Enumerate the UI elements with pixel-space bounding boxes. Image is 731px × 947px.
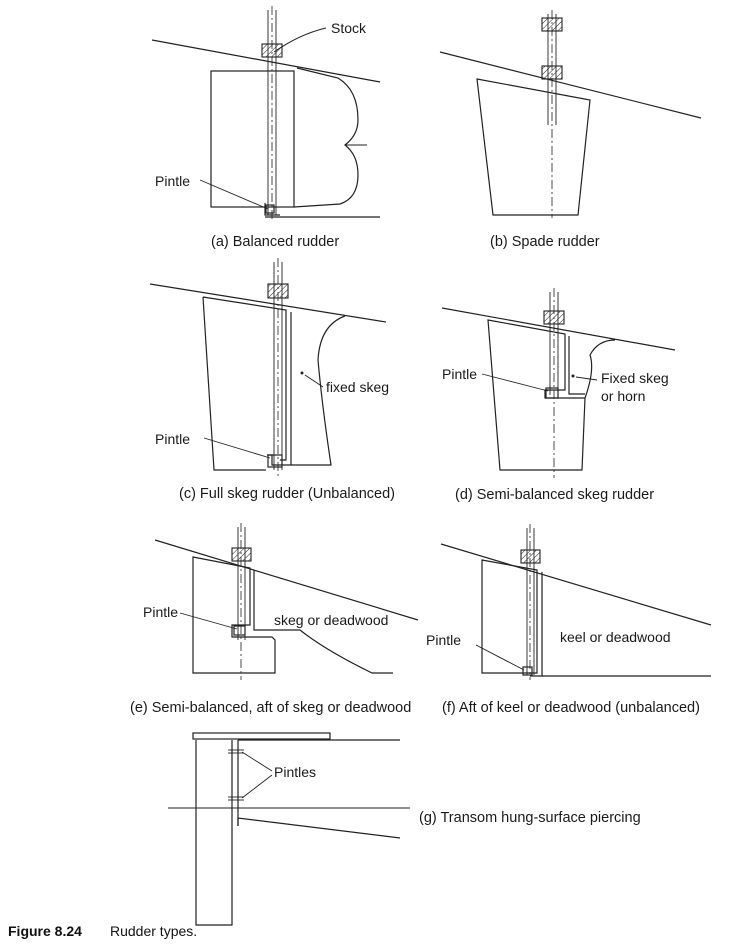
figure-title: Rudder types. (110, 923, 197, 939)
fixed-skeg-label: Fixed skeg (601, 370, 669, 386)
pintle-leader (481, 373, 549, 392)
bearing-block (261, 43, 283, 58)
pintle (267, 454, 283, 468)
panel-f-aft-keel-deadwood: Pintle keel or deadwood (f) Aft of keel … (426, 524, 712, 716)
keel-deadwood-label: keel or deadwood (560, 629, 671, 645)
fixed-skeg-horn (584, 339, 616, 399)
pintle-leader (199, 179, 269, 210)
pintle-shoe (264, 203, 280, 216)
bearing-block (520, 549, 541, 564)
pintle-leader (203, 437, 271, 459)
hull-line (149, 283, 387, 323)
hull-profile (293, 67, 359, 208)
bearing-block (541, 17, 563, 32)
pintle (233, 625, 246, 636)
figure-number: Figure 8.24 (8, 923, 82, 939)
rudder-blade (487, 319, 586, 471)
caption-b: (b) Spade rudder (490, 234, 600, 250)
pintle-label: Pintle (426, 632, 461, 648)
pintle (545, 387, 559, 399)
skeg-dot (571, 374, 575, 378)
panel-d-semi-balanced-skeg: Fixed skeg or horn Pintle (d) Semi-balan… (441, 288, 676, 503)
rudder-blade (476, 78, 591, 216)
hull-line (154, 539, 419, 621)
bearing-block (267, 283, 289, 299)
rudder-blade (210, 70, 295, 208)
keel-edge (530, 572, 543, 677)
or-horn-label: or horn (601, 388, 645, 404)
fixed-skeg-label: fixed skeg (326, 379, 389, 395)
skeg-deadwood (253, 570, 393, 674)
caption-d: (d) Semi-balanced skeg rudder (455, 487, 654, 503)
bearing-block (543, 310, 565, 325)
panel-b-spade-rudder: (b) Spade rudder (439, 10, 702, 250)
pintles-leader (241, 751, 273, 772)
skeg-edge (267, 312, 292, 466)
rudder-leading-edge (202, 296, 287, 461)
rudder-blade (481, 559, 538, 674)
hull-bottom (237, 817, 401, 839)
bearing-block (231, 547, 252, 562)
caption-f: (f) Aft of keel or deadwood (unbalanced) (442, 700, 700, 716)
skeg-deadwood-label: skeg or deadwood (274, 612, 388, 628)
pintle-leader (475, 644, 525, 671)
pintle (522, 666, 533, 676)
hull-line (439, 51, 702, 119)
rudder-blade (195, 740, 233, 926)
pintle (265, 204, 275, 214)
caption-e: (e) Semi-balanced, aft of skeg or deadwo… (130, 700, 411, 716)
pintle-label: Pintle (155, 173, 190, 189)
stock-leader (273, 27, 327, 53)
skeg-dot (300, 371, 304, 375)
tiller (192, 732, 331, 740)
hull-line (441, 307, 676, 351)
panel-c-full-skeg-rudder: fixed skeg Pintle (c) Full skeg rudder (… (149, 258, 395, 502)
panel-a-balanced-rudder: Stock Pintle (a) Balanced rudder (151, 6, 381, 250)
caption-a: (a) Balanced rudder (211, 234, 339, 250)
caption-g: (g) Transom hung-surface piercing (419, 810, 641, 826)
pintle-leader (179, 612, 238, 630)
fixed-skeg (291, 315, 346, 466)
hull-line (151, 39, 381, 83)
rudder-blade (202, 296, 266, 471)
pintles-label: Pintles (274, 764, 316, 780)
panel-g-transom-hung: Pintles (g) Transom hung-surface piercin… (168, 732, 641, 926)
hull-line (440, 543, 712, 626)
figure-caption: Figure 8.24 Rudder types. (8, 923, 197, 939)
bearing-block (541, 65, 563, 80)
caption-c: (c) Full skeg rudder (Unbalanced) (179, 486, 395, 502)
pintle-label: Pintle (155, 431, 190, 447)
stock-label: Stock (331, 20, 367, 36)
pintle-label: Pintle (442, 366, 477, 382)
skeg-leader (304, 374, 324, 388)
pintle-label: Pintle (143, 604, 178, 620)
skeg-leader (575, 376, 598, 381)
panel-e-semi-balanced-aft-skeg: Pintle skeg or deadwood (e) Semi-balance… (130, 523, 419, 716)
pintles-leader (241, 774, 273, 799)
rudder-blade (192, 556, 276, 674)
horn-edge (568, 336, 585, 395)
